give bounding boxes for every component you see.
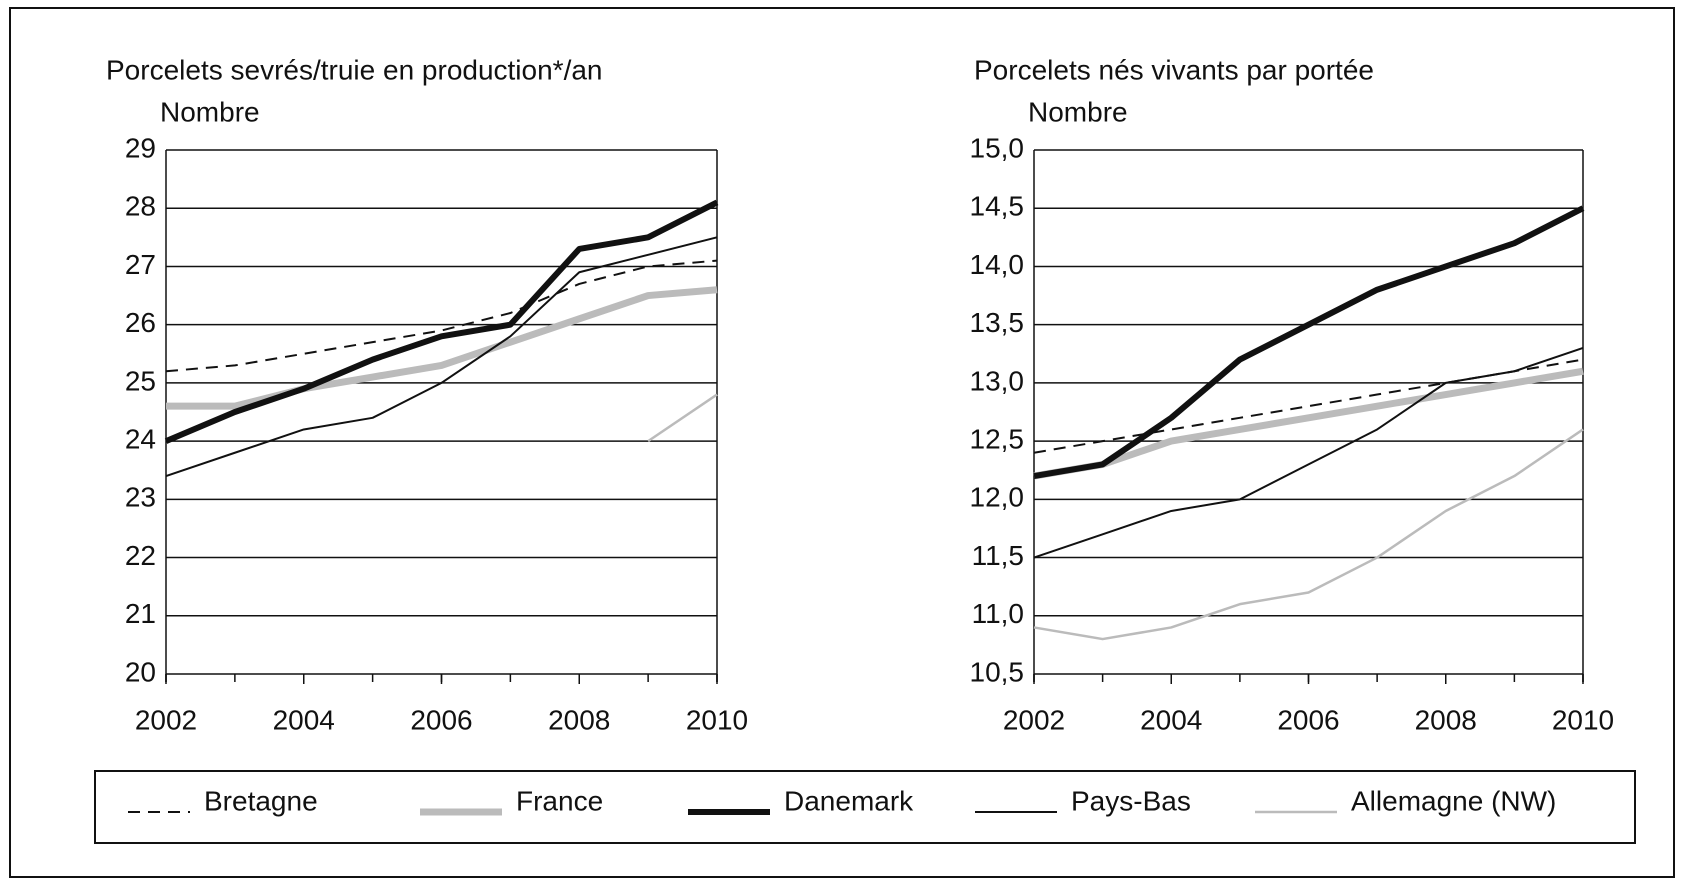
y-tick-label: 14,0	[970, 249, 1025, 280]
series-line	[1033, 428, 1584, 641]
y-axis-label: Nombre	[160, 96, 260, 127]
y-tick-label: 20	[125, 656, 156, 687]
series-line	[165, 259, 718, 373]
x-tick-label: 2004	[273, 704, 335, 735]
chart-title: Porcelets sevrés/truie en production*/an	[106, 54, 603, 85]
series-line	[1033, 367, 1584, 480]
series-line	[1033, 205, 1585, 480]
series-line	[1033, 347, 1584, 559]
y-tick-label: 22	[125, 540, 156, 571]
y-tick-label: 15,0	[970, 132, 1025, 163]
chart-title: Porcelets nés vivants par portée	[974, 54, 1374, 85]
x-tick-label: 2004	[1140, 704, 1202, 735]
figure-border	[9, 7, 1675, 878]
y-tick-label: 11,5	[972, 540, 1024, 571]
x-tick-label: 2002	[1003, 704, 1065, 735]
series-line	[164, 199, 719, 444]
x-tick-label: 2006	[410, 704, 472, 735]
x-tick-label: 2010	[1552, 704, 1614, 735]
y-tick-label: 11,0	[972, 598, 1024, 629]
y-tick-label: 28	[125, 191, 156, 222]
y-tick-label: 23	[125, 482, 156, 513]
y-tick-label: 14,5	[970, 191, 1025, 222]
y-axis-label: Nombre	[1028, 96, 1128, 127]
series-line	[165, 236, 718, 477]
x-tick-label: 2010	[686, 704, 748, 735]
series-line	[647, 393, 718, 443]
y-tick-label: 13,0	[970, 365, 1025, 396]
y-tick-label: 13,5	[970, 307, 1025, 338]
x-tick-label: 2006	[1277, 704, 1339, 735]
legend-label: France	[516, 785, 603, 816]
legend-label: Pays-Bas	[1071, 785, 1191, 816]
y-tick-label: 10,5	[970, 656, 1025, 687]
series-line	[166, 286, 718, 410]
y-tick-label: 12,0	[970, 482, 1025, 513]
x-tick-label: 2008	[548, 704, 610, 735]
y-tick-label: 26	[125, 307, 156, 338]
y-tick-label: 25	[125, 365, 156, 396]
legend-label: Allemagne (NW)	[1351, 785, 1556, 816]
y-tick-label: 29	[125, 132, 156, 163]
legend-label: Bretagne	[204, 785, 318, 816]
y-tick-label: 21	[125, 598, 156, 629]
x-tick-label: 2008	[1415, 704, 1477, 735]
y-tick-label: 27	[125, 249, 156, 280]
legend-box	[94, 770, 1636, 844]
y-tick-label: 12,5	[970, 424, 1025, 455]
y-tick-label: 24	[125, 424, 156, 455]
x-tick-label: 2002	[135, 704, 197, 735]
legend-label: Danemark	[784, 785, 914, 816]
